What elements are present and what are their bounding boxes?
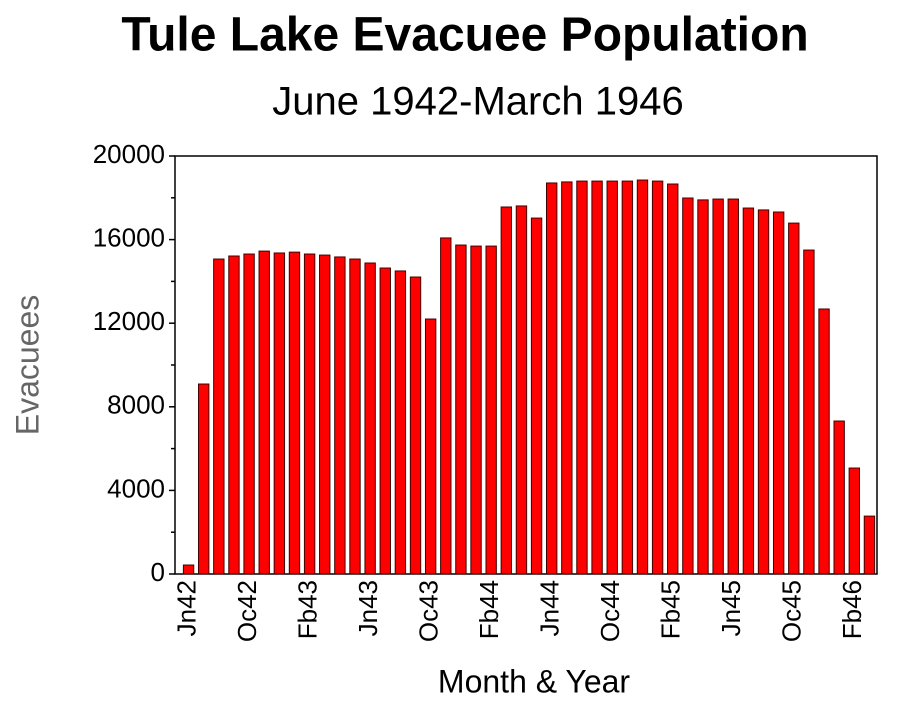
- y-axis-title: Evacuees: [9, 295, 45, 436]
- bar: [621, 180, 634, 575]
- x-tick-label: Oc42: [232, 580, 262, 642]
- bar: [606, 180, 618, 575]
- bar: [636, 179, 649, 575]
- bar: [500, 206, 512, 575]
- chart-subtitle: June 1942-March 1946: [272, 80, 683, 124]
- bar: [258, 250, 270, 575]
- bar: [546, 182, 558, 575]
- x-tick-label: Jn45: [716, 580, 746, 636]
- bar: [788, 222, 800, 575]
- y-tick-label: 12000: [93, 306, 165, 336]
- x-axis-title: Month & Year: [438, 663, 630, 699]
- x-tick-label: Oc45: [777, 580, 807, 642]
- bar: [591, 180, 603, 575]
- bar: [319, 254, 331, 575]
- bar: [667, 183, 679, 575]
- bar: [288, 251, 301, 575]
- bar: [727, 198, 739, 575]
- bar: [424, 318, 437, 575]
- bar: [803, 249, 815, 575]
- x-tick-label: Fb46: [837, 580, 867, 639]
- bar: [833, 420, 845, 575]
- y-tick-label: 16000: [93, 222, 165, 252]
- bar: [651, 180, 664, 575]
- chart-title: Tule Lake Evacuee Population: [121, 9, 808, 62]
- bar: [379, 267, 391, 575]
- bar: [485, 245, 497, 575]
- bar: [757, 209, 770, 575]
- bar: [303, 253, 316, 575]
- x-tick-label: Oc44: [595, 580, 625, 642]
- bar: [470, 245, 482, 575]
- bar: [863, 515, 876, 575]
- x-tick-label: Jn42: [171, 580, 201, 636]
- bar: [334, 256, 346, 575]
- y-tick-label: 4000: [107, 473, 165, 503]
- x-tick-label: Fb44: [474, 580, 504, 639]
- x-tick-label: Fb45: [656, 580, 686, 639]
- bar: [455, 244, 467, 575]
- x-tick-label: Oc43: [414, 580, 444, 642]
- bar: [848, 467, 860, 575]
- bar: [515, 205, 528, 575]
- bar: [742, 207, 755, 575]
- bar: [697, 199, 709, 575]
- bar: [364, 262, 376, 575]
- bar: [228, 255, 240, 575]
- bar: [182, 564, 195, 575]
- bar: [576, 180, 588, 575]
- bar: [198, 383, 210, 575]
- y-tick-label: 8000: [107, 390, 165, 420]
- bar: [682, 197, 694, 575]
- bar: [712, 198, 724, 575]
- bar: [530, 217, 543, 575]
- bar: [440, 237, 452, 575]
- bar: [409, 276, 422, 575]
- bar: [213, 258, 225, 575]
- bar: [243, 253, 255, 575]
- y-tick-label: 0: [151, 557, 165, 587]
- x-tick-label: Jn44: [535, 580, 565, 636]
- bar: [818, 308, 830, 575]
- y-tick-label: 20000: [93, 139, 165, 169]
- bar: [273, 252, 286, 575]
- bar: [349, 258, 361, 575]
- x-tick-label: Fb43: [292, 580, 322, 639]
- x-tick-label: Jn43: [353, 580, 383, 636]
- bar: [561, 181, 573, 575]
- bar: [394, 270, 407, 575]
- bar: [772, 211, 785, 575]
